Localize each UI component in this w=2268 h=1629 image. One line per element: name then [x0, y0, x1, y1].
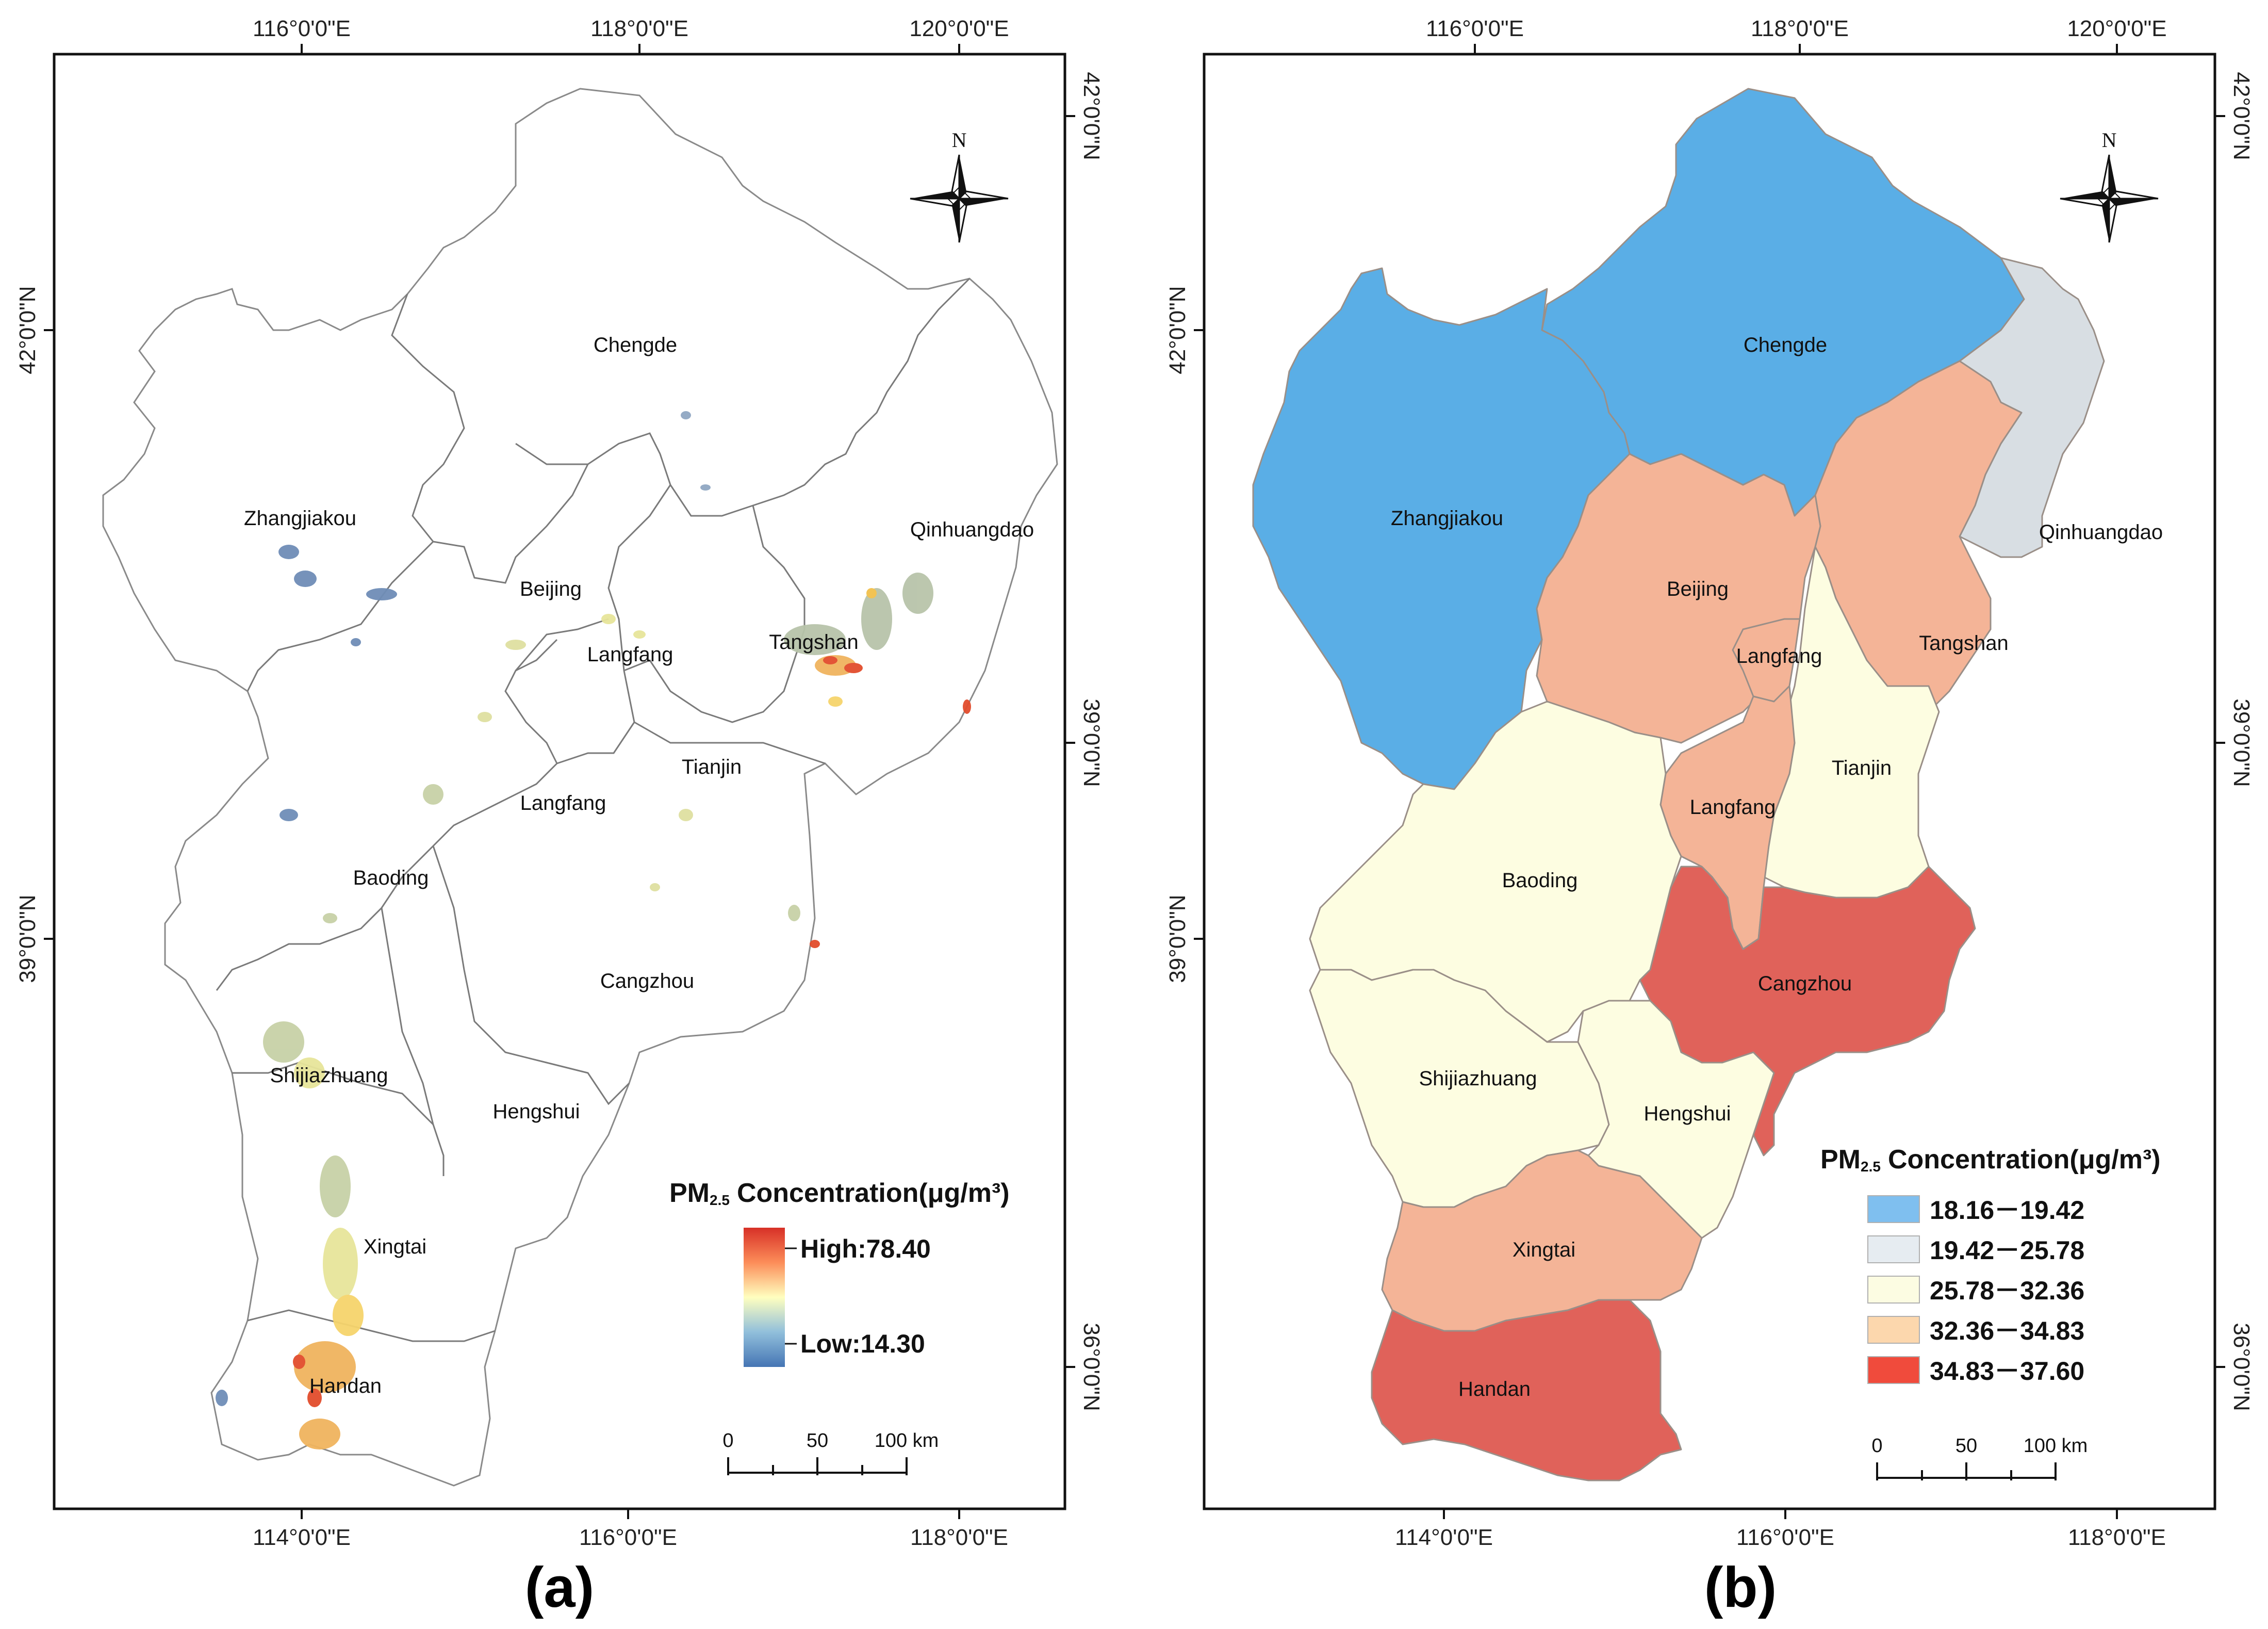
left-tick-label: 42°0'0"N [15, 286, 40, 374]
left-tick-label: 39°0'0"N [15, 894, 40, 983]
city-label: Xingtai [1513, 1239, 1575, 1261]
bottom-tick-label: 114°0'0"E [1395, 1525, 1493, 1550]
legend-class-label: 34.83－37.60 [1930, 1357, 2084, 1386]
right-tick-label: 39°0'0"N [2229, 698, 2254, 787]
region-boundaries-a [102, 88, 1058, 1487]
city-label: Cangzhou [1758, 972, 1852, 995]
scale-label: 50 [1955, 1435, 1977, 1457]
scale-label: 50 [807, 1430, 828, 1452]
right-tick-label: 36°0'0"N [1079, 1323, 1104, 1411]
legend-swatch [1867, 1276, 1920, 1304]
city-label: Hengshui [492, 1100, 580, 1123]
panel-label-a: (a) [525, 1556, 594, 1619]
city-label: Xingtai [364, 1235, 426, 1258]
bottom-tick-label: 118°0'0"E [2068, 1525, 2166, 1550]
legend-high-label: High:78.40 [800, 1234, 931, 1263]
city-label: Langfang [587, 643, 673, 666]
top-tick-label: 118°0'0"E [1751, 16, 1849, 41]
legend-swatch [1867, 1195, 1920, 1223]
legend-low-label: Low:14.30 [800, 1329, 925, 1358]
left-tick-label: 39°0'0"N [1165, 894, 1190, 983]
legend-class-label: 25.78－32.36 [1930, 1276, 2084, 1305]
choropleth-regions [1252, 88, 2105, 1481]
legend-swatch [1867, 1356, 1920, 1384]
city-label: Langfang [1736, 645, 1822, 667]
top-tick-label: 116°0'0"E [253, 16, 351, 41]
city-label: Qinhuangdao [2039, 521, 2163, 544]
panel-label-b: (b) [1704, 1556, 1777, 1619]
scale-label: 100 km [875, 1430, 939, 1452]
city-label: Langfang [1690, 796, 1776, 819]
panel-a: 116°0'0"E 118°0'0"E 120°0'0"E 114°0'0"E … [15, 16, 1104, 1619]
legend-title: PM2.5 Concentration(μg/m³) [669, 1178, 1010, 1208]
city-label: Qinhuangdao [910, 518, 1034, 541]
north-label: N [2102, 128, 2117, 152]
legend-class-label: 18.16－19.42 [1930, 1196, 2084, 1225]
panel-b: 116°0'0"E 118°0'0"E 120°0'0"E 114°0'0"E … [1165, 16, 2254, 1619]
region-shijiazhuang [1309, 969, 1610, 1208]
legend-title: PM2.5 Concentration(μg/m³) [1820, 1145, 2161, 1175]
region-hengshui [1577, 1000, 1775, 1239]
right-tick-label: 42°0'0"N [1079, 72, 1104, 160]
top-tick-label: 120°0'0"E [909, 16, 1009, 41]
pm25-patches [216, 411, 971, 1449]
city-label: Shijiazhuang [1419, 1067, 1537, 1090]
bottom-tick-label: 116°0'0"E [1736, 1525, 1834, 1550]
city-label: Beijing [520, 578, 582, 600]
scale-label: 0 [1871, 1435, 1882, 1457]
city-label: Tangshan [769, 631, 858, 654]
legend-class-label: 19.42－25.78 [1930, 1236, 2084, 1265]
legend-a: PM2.5 Concentration(μg/m³) High:78.40 Low… [669, 1178, 1010, 1367]
left-tick-label: 42°0'0"N [1165, 286, 1190, 374]
city-label: Handan [1458, 1378, 1531, 1400]
city-label: Zhangjiakou [244, 507, 356, 530]
scale-bar-a: 0 50 100 km [722, 1430, 939, 1475]
city-label: Langfang [520, 792, 606, 814]
north-arrow-icon: N [909, 128, 1009, 243]
top-tick-label: 120°0'0"E [2067, 16, 2166, 41]
legend-swatch [1867, 1316, 1920, 1344]
city-label: Tangshan [1919, 632, 2008, 655]
city-label: Hengshui [1644, 1102, 1731, 1125]
region-handan [1371, 1299, 1682, 1481]
legend-swatch [1867, 1235, 1920, 1263]
city-label: Chengde [594, 334, 677, 356]
bottom-tick-label: 114°0'0"E [253, 1525, 351, 1550]
legend-class-label: 32.36－34.83 [1930, 1316, 2084, 1345]
city-label: Shijiazhuang [270, 1064, 388, 1087]
city-label: Baoding [353, 867, 429, 889]
city-label: Cangzhou [600, 970, 694, 992]
city-label: Chengde [1744, 334, 1827, 356]
scale-label: 0 [722, 1430, 733, 1452]
city-label: Handan [309, 1375, 382, 1397]
legend-b: PM2.5 Concentration(μg/m³) 18.16－19.42 19.… [1820, 1145, 2161, 1386]
top-tick-label: 116°0'0"E [1426, 16, 1524, 41]
scale-bar-b: 0 50 100 km [1871, 1435, 2088, 1480]
north-arrow-icon: N [2059, 128, 2159, 243]
city-label: Beijing [1667, 578, 1729, 600]
color-ramp [744, 1228, 785, 1367]
bottom-tick-label: 118°0'0"E [910, 1525, 1008, 1550]
north-label: N [952, 128, 967, 152]
city-label: Baoding [1502, 869, 1578, 892]
top-tick-label: 118°0'0"E [590, 16, 688, 41]
city-label: Tianjin [682, 756, 742, 778]
scale-label: 100 km [2024, 1435, 2088, 1457]
right-tick-label: 36°0'0"N [2229, 1323, 2254, 1411]
right-tick-label: 39°0'0"N [1079, 698, 1104, 787]
city-label: Zhangjiakou [1391, 507, 1503, 530]
right-tick-label: 42°0'0"N [2229, 72, 2254, 160]
bottom-tick-label: 116°0'0"E [579, 1525, 677, 1550]
city-label: Tianjin [1832, 757, 1892, 779]
